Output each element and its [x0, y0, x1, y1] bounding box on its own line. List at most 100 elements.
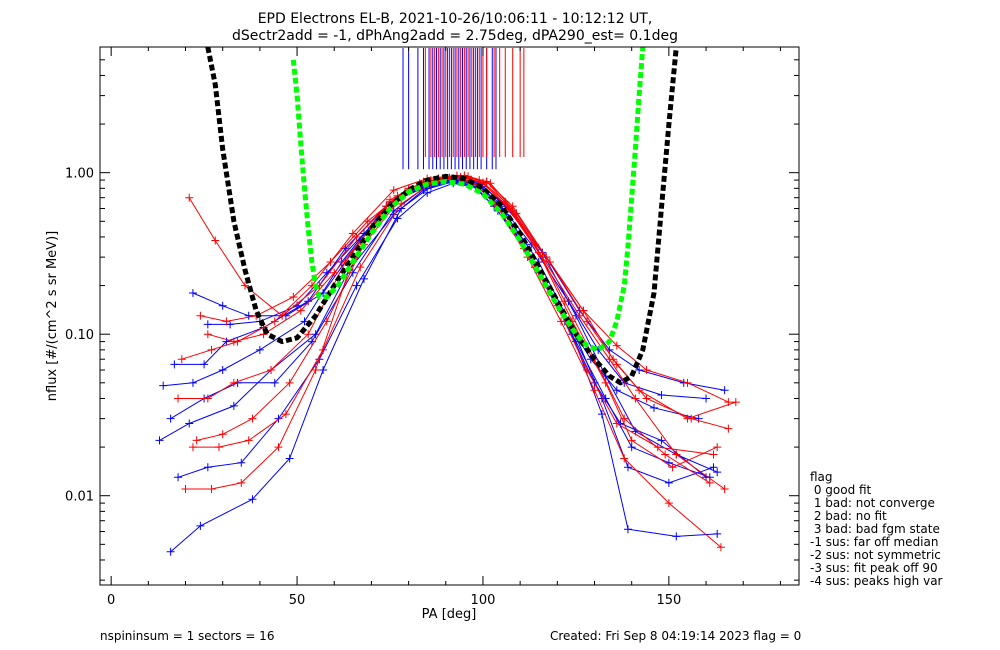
data-point — [244, 436, 253, 445]
legend-entry: -3 sus: fit peak off 90 — [810, 561, 938, 575]
data-point — [255, 345, 264, 354]
legend-entry: 0 good fit — [810, 483, 872, 497]
data-point — [575, 311, 584, 320]
legend-entry: -1 sus: far off median — [810, 535, 938, 549]
data-point — [304, 297, 313, 306]
data-point — [211, 236, 220, 245]
data-point — [731, 398, 740, 407]
data-point — [311, 366, 320, 375]
data-point — [267, 366, 276, 375]
data-point — [196, 521, 205, 530]
data-point — [393, 214, 402, 223]
fit-curve — [290, 47, 646, 353]
data-point — [319, 345, 328, 354]
data-point — [713, 443, 722, 452]
data-point — [170, 360, 179, 369]
data-point — [501, 197, 510, 206]
data-point — [702, 394, 711, 403]
data-point — [196, 311, 205, 320]
data-point — [627, 436, 636, 445]
data-point — [359, 274, 368, 283]
data-point — [300, 317, 309, 326]
data-point — [657, 436, 666, 445]
y-tick-label: 1.00 — [65, 167, 94, 182]
data-point — [311, 330, 320, 339]
data-point — [155, 436, 164, 445]
data-point — [296, 306, 305, 315]
x-tick-label: 0 — [107, 593, 115, 608]
data-point — [270, 317, 279, 326]
data-point — [203, 463, 212, 472]
data-point — [248, 495, 257, 504]
series-layer — [155, 171, 740, 556]
data-point — [486, 179, 495, 188]
data-point — [203, 394, 212, 403]
data-point — [579, 306, 588, 315]
data-point — [229, 378, 238, 387]
data-point — [326, 257, 335, 266]
data-point — [705, 478, 714, 487]
data-point — [174, 394, 183, 403]
data-point — [185, 193, 194, 202]
data-point — [274, 443, 283, 452]
data-point — [289, 292, 298, 301]
data-point — [590, 386, 599, 395]
plot-frame — [99, 46, 800, 586]
data-point — [229, 401, 238, 410]
data-point — [612, 341, 621, 350]
data-point — [214, 443, 223, 452]
data-point — [627, 443, 636, 452]
data-point — [188, 378, 197, 387]
data-point — [181, 485, 190, 494]
x-tick-label: 150 — [656, 593, 681, 608]
data-point — [270, 378, 279, 387]
data-point — [222, 317, 231, 326]
data-point — [512, 209, 521, 218]
data-point — [218, 301, 227, 310]
series-line — [196, 175, 736, 441]
data-point — [166, 414, 175, 423]
chart-title-line-1: EPD Electrons EL-B, 2021-10-26/10:06:11 … — [258, 11, 653, 27]
data-point — [304, 330, 313, 339]
data-point — [620, 454, 629, 463]
data-point — [709, 450, 718, 459]
legend-entry: 1 bad: not converge — [810, 496, 935, 510]
legend-entry: 3 bad: bad fgm state — [810, 522, 940, 536]
data-point — [716, 543, 725, 552]
data-point — [203, 320, 212, 329]
data-point — [188, 288, 197, 297]
data-point — [389, 186, 398, 195]
data-point — [612, 386, 621, 395]
data-point — [222, 337, 231, 346]
data-point — [635, 366, 644, 375]
series-line — [174, 177, 707, 399]
data-point — [720, 485, 729, 494]
data-point — [709, 463, 718, 472]
data-point — [330, 268, 339, 277]
data-point — [319, 366, 328, 375]
data-point — [244, 311, 253, 320]
legend-title: flag — [810, 470, 833, 484]
data-point — [664, 499, 673, 508]
data-point — [672, 450, 681, 459]
data-point — [188, 443, 197, 452]
data-point — [352, 281, 361, 290]
fit-curve — [205, 47, 679, 386]
data-point — [174, 473, 183, 482]
data-point — [623, 463, 632, 472]
data-point — [683, 378, 692, 387]
data-point — [642, 366, 651, 375]
data-point — [713, 468, 722, 477]
data-point — [218, 430, 227, 439]
data-point — [657, 391, 666, 400]
series-line — [192, 177, 718, 473]
data-point — [478, 178, 487, 187]
data-point — [278, 311, 287, 320]
legend: 0 good fit 1 bad: not converge 2 bad: no… — [810, 483, 943, 588]
data-point — [724, 424, 733, 433]
data-point — [724, 398, 733, 407]
data-point — [159, 381, 168, 390]
y-axis-label: nflux [#/(cm^2 s sr MeV)] — [45, 231, 60, 401]
legend-entry: -4 sus: peaks high var — [810, 574, 943, 588]
data-point — [623, 525, 632, 534]
